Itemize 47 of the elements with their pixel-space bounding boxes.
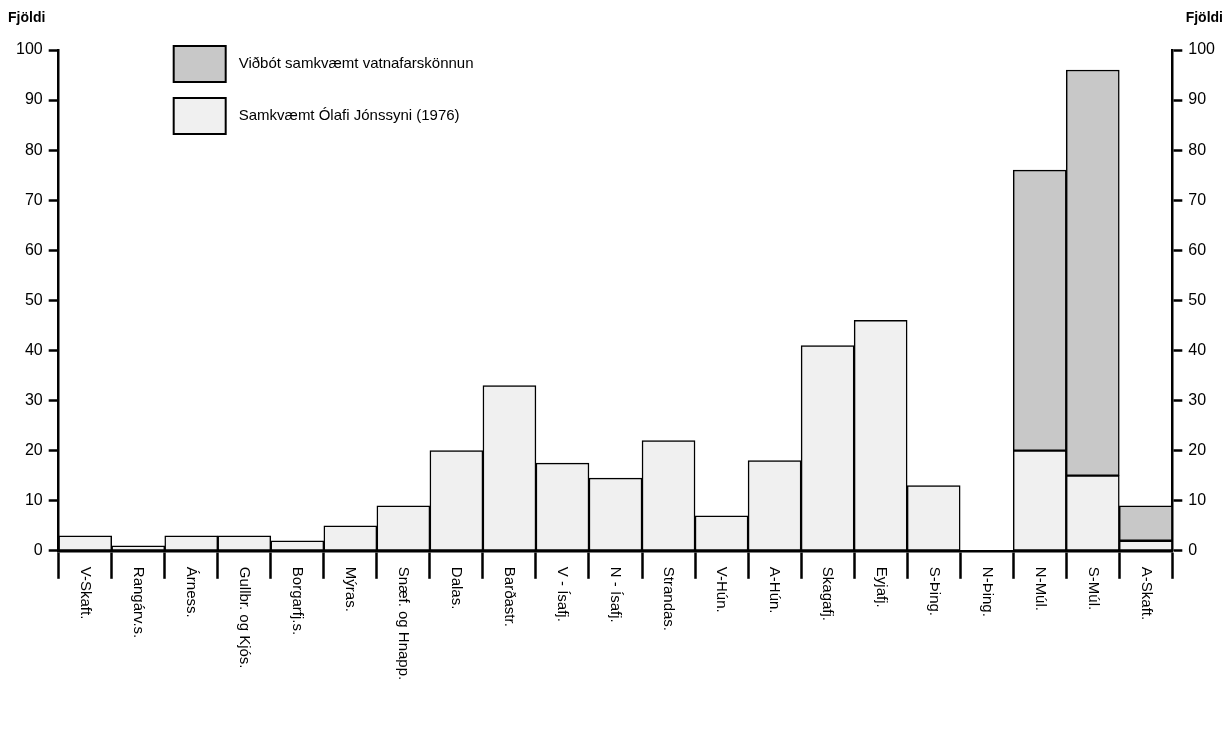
- x-tick-label: Rangárv.s.: [131, 566, 149, 639]
- x-tick-label: Mýras.: [343, 566, 361, 612]
- x-tick-label: S-Þing.: [926, 566, 944, 616]
- y-tick-label: 40: [24, 340, 43, 358]
- x-tick-label: Dalas.: [449, 566, 467, 610]
- x-tick-label: Barðastr.: [502, 566, 520, 627]
- y-axis-title: Fjöldi: [8, 9, 46, 25]
- y2-tick-label: 80: [1188, 140, 1207, 158]
- legend-label: Samkvæmt Ólafi Jónssyni (1976): [238, 106, 460, 124]
- x-tick-label: N-Múl.: [1032, 566, 1050, 611]
- y2-tick-label: 70: [1188, 190, 1207, 208]
- x-tick-label: Gullbr. og Kjós.: [237, 566, 255, 669]
- x-tick-label: Eyjafj.: [873, 566, 891, 608]
- y2-tick-label: 20: [1188, 441, 1207, 459]
- y-tick-label: 10: [24, 491, 43, 509]
- y-tick-label: 80: [24, 140, 43, 158]
- x-tick-label: Strandas.: [661, 566, 679, 632]
- y-tick-label: 60: [24, 240, 43, 258]
- x-tick-label: Borgarfj.s.: [290, 566, 308, 636]
- y2-tick-label: 60: [1188, 240, 1207, 258]
- y-tick-label: 50: [24, 290, 43, 308]
- y2-tick-label: 30: [1188, 390, 1207, 408]
- y2-tick-label: 40: [1188, 340, 1207, 358]
- y2-tick-label: 10: [1188, 491, 1207, 509]
- legend-label: Viðbót samkvæmt vatnafarskönnun: [238, 54, 474, 72]
- x-tick-label: Skagafj.: [820, 566, 838, 621]
- y2-tick-label: 90: [1188, 90, 1207, 108]
- y2-tick-label: 50: [1188, 290, 1207, 308]
- x-tick-label: A-Skaft.: [1138, 566, 1156, 621]
- y2-tick-label: 0: [1188, 541, 1198, 559]
- y-tick-label: 30: [24, 390, 43, 408]
- x-tick-label: Árness.: [184, 566, 202, 618]
- y-tick-label: 0: [33, 541, 43, 559]
- y-tick-label: 90: [24, 90, 43, 108]
- y2-axis-title: Fjöldi: [1185, 9, 1223, 25]
- y-tick-label: 70: [24, 190, 43, 208]
- x-tick-label: V-Hún.: [714, 566, 732, 613]
- y-tick-label: 20: [24, 441, 43, 459]
- y2-tick-label: 100: [1188, 40, 1216, 58]
- x-tick-label: Snæf. og Hnapp.: [396, 566, 414, 681]
- x-tick-label: S-Múl.: [1085, 566, 1103, 611]
- x-tick-label: N-Þing.: [979, 566, 997, 617]
- x-tick-label: V-Skaft.: [78, 566, 96, 620]
- x-tick-label: V - Ísafj.: [555, 566, 573, 622]
- x-tick-label: N - Ísafj.: [608, 566, 626, 623]
- x-tick-label: A-Hún.: [767, 566, 785, 614]
- y-tick-label: 100: [15, 40, 43, 58]
